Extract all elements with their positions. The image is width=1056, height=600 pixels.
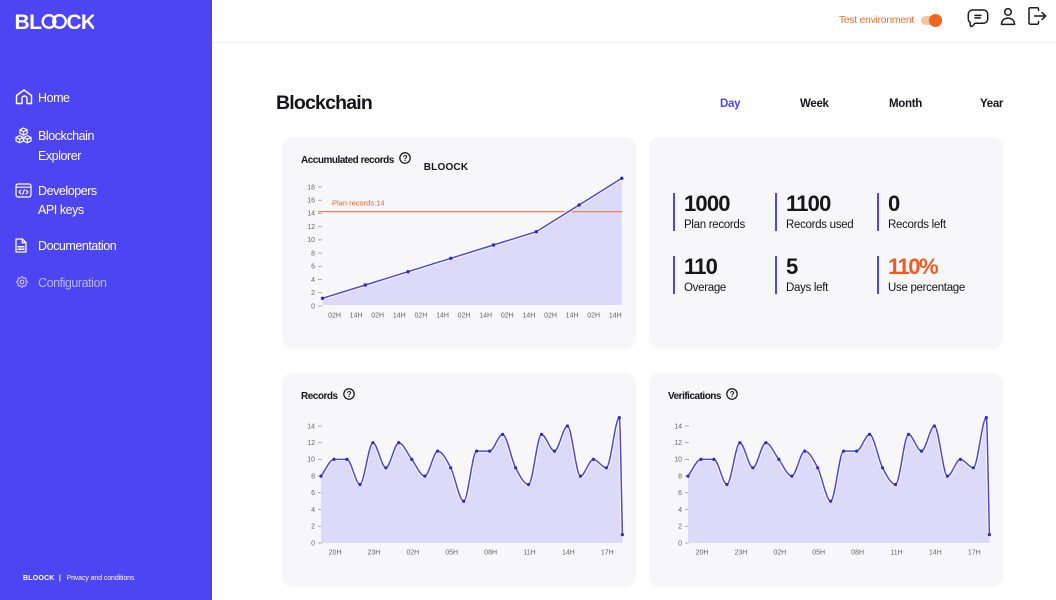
svg-text:14H: 14H: [350, 313, 363, 320]
svg-text:02H: 02H: [406, 550, 419, 557]
svg-text:12: 12: [307, 224, 315, 231]
svg-text:23H: 23H: [367, 550, 380, 557]
svg-text:12: 12: [674, 440, 682, 447]
svg-text:6: 6: [311, 264, 315, 271]
svg-text:4: 4: [311, 277, 315, 284]
svg-text:20H: 20H: [696, 550, 709, 557]
svg-text:08H: 08H: [484, 550, 497, 557]
svg-text:02H: 02H: [587, 313, 600, 320]
svg-text:BLOOCK: BLOOCK: [424, 162, 469, 173]
svg-text:11H: 11H: [523, 550, 535, 557]
svg-text:14H: 14H: [393, 313, 406, 320]
svg-text:4: 4: [678, 507, 682, 514]
svg-text:2: 2: [678, 524, 682, 531]
svg-text:23H: 23H: [734, 550, 747, 557]
svg-text:05H: 05H: [812, 550, 825, 557]
svg-text:14H: 14H: [522, 313, 535, 320]
svg-text:4: 4: [311, 507, 315, 514]
svg-text:14H: 14H: [929, 550, 942, 557]
svg-text:02H: 02H: [414, 313, 427, 320]
svg-text:02H: 02H: [371, 313, 384, 320]
svg-text:05H: 05H: [445, 550, 458, 557]
svg-text:02H: 02H: [458, 313, 471, 320]
svg-text:14H: 14H: [609, 313, 622, 320]
svg-text:?: ?: [730, 390, 735, 399]
svg-text:CK: CK: [67, 11, 95, 32]
svg-text:0: 0: [678, 540, 682, 547]
svg-text:02H: 02H: [501, 313, 514, 320]
svg-text:2: 2: [311, 524, 315, 531]
svg-text:14H: 14H: [436, 313, 449, 320]
svg-text:17H: 17H: [968, 550, 981, 557]
svg-text:14: 14: [307, 423, 315, 430]
svg-text:10: 10: [674, 457, 682, 464]
svg-text:6: 6: [678, 490, 682, 497]
svg-text:10: 10: [307, 457, 315, 464]
svg-text:BL: BL: [15, 11, 43, 32]
svg-text:14H: 14H: [479, 313, 492, 320]
svg-text:6: 6: [311, 490, 315, 497]
svg-text:11H: 11H: [890, 550, 902, 557]
svg-text:8: 8: [311, 473, 315, 480]
svg-text:8: 8: [678, 473, 682, 480]
svg-text:14: 14: [307, 211, 315, 218]
svg-text:0: 0: [311, 303, 315, 310]
svg-text:14H: 14H: [566, 313, 579, 320]
svg-text:18: 18: [307, 184, 315, 191]
svg-text:20H: 20H: [329, 550, 342, 557]
svg-text:8: 8: [311, 250, 315, 257]
svg-text:Plan records:14: Plan records:14: [332, 199, 385, 208]
svg-text:2: 2: [311, 290, 315, 297]
svg-text:14: 14: [674, 423, 682, 430]
svg-text:0: 0: [311, 540, 315, 547]
svg-text:12: 12: [307, 440, 315, 447]
svg-text:02H: 02H: [773, 550, 786, 557]
svg-text:02H: 02H: [544, 313, 557, 320]
svg-text:14H: 14H: [562, 550, 575, 557]
svg-text:17H: 17H: [601, 550, 614, 557]
svg-text:08H: 08H: [851, 550, 864, 557]
svg-text:16: 16: [307, 198, 315, 205]
svg-text:?: ?: [403, 154, 408, 163]
svg-text:10: 10: [307, 237, 315, 244]
svg-text:02H: 02H: [328, 313, 341, 320]
svg-text:?: ?: [346, 390, 351, 399]
